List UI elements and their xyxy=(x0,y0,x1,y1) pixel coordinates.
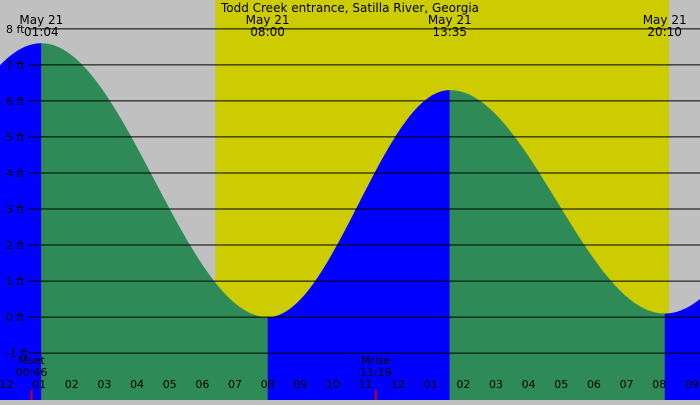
x-tick-label: 08 xyxy=(261,378,275,391)
x-tick-label: 04 xyxy=(522,378,536,391)
tide-event-date: May 21 xyxy=(19,13,63,27)
tide-event-time: 20:10 xyxy=(647,25,682,39)
x-tick-label: 11 xyxy=(359,378,373,391)
x-tick-label: 10 xyxy=(326,378,340,391)
x-tick-label: 01 xyxy=(424,378,438,391)
tide-event-date: May 21 xyxy=(428,13,472,27)
x-tick-label: 03 xyxy=(97,378,111,391)
moon-event-label: Mset xyxy=(18,354,45,367)
y-tick-label: 5 ft xyxy=(6,131,25,144)
y-tick-label: 2 ft xyxy=(6,239,25,252)
y-tick-label: 1 ft xyxy=(6,275,25,288)
x-tick-label: 05 xyxy=(163,378,177,391)
y-tick-label: 3 ft xyxy=(6,203,25,216)
moon-event-time: 00:46 xyxy=(16,366,48,379)
y-tick-label: 8 ft xyxy=(6,23,25,36)
tide-event-time: 08:00 xyxy=(250,25,285,39)
rising-tide-area xyxy=(664,298,700,400)
y-tick-labels: -1 ft 0 ft 1 ft 2 ft 3 ft 4 ft 5 ft 6 ft 7 ft 8 f… xyxy=(6,23,29,360)
y-tick-label: -1 ft xyxy=(6,347,29,360)
moon-event-label: Mrise xyxy=(361,354,391,367)
x-tick-label: 02 xyxy=(456,378,470,391)
chart-title: Todd Creek entrance, Satilla River, Geor… xyxy=(220,1,479,15)
x-tick-label: 05 xyxy=(554,378,568,391)
x-tick-label: 09 xyxy=(293,378,307,391)
tide-event-date: May 21 xyxy=(246,13,290,27)
x-tick-label: 03 xyxy=(489,378,503,391)
tide-area-layer xyxy=(0,43,700,401)
tide-event-date: May 21 xyxy=(643,13,687,27)
gridlines xyxy=(28,28,700,354)
x-tick-label: 06 xyxy=(587,378,601,391)
falling-tide-area xyxy=(41,43,268,401)
y-tick-label: 6 ft xyxy=(6,95,25,108)
x-tick-label: 12 xyxy=(0,378,14,391)
x-tick-label: 07 xyxy=(620,378,634,391)
x-tick-label: 08 xyxy=(652,378,666,391)
x-tick-label: 01 xyxy=(32,378,46,391)
y-tick-label: 0 ft xyxy=(6,311,25,324)
tide-event-time: 01:04 xyxy=(24,25,59,39)
x-tick-label: 07 xyxy=(228,378,242,391)
y-tick-label: 7 ft xyxy=(6,59,25,72)
y-tick-label: 4 ft xyxy=(6,167,25,180)
x-tick-label: 04 xyxy=(130,378,144,391)
x-tick-label: 02 xyxy=(65,378,79,391)
x-tick-labels: 1112010203040506070809101112010203040506… xyxy=(0,378,699,391)
tide-event-time: 13:35 xyxy=(432,25,467,39)
x-tick-label: 06 xyxy=(195,378,209,391)
x-tick-label: 09 xyxy=(685,378,699,391)
x-tick-label: 12 xyxy=(391,378,405,391)
rising-tide-area xyxy=(0,43,42,401)
moon-event-time: 11:19 xyxy=(360,366,392,379)
